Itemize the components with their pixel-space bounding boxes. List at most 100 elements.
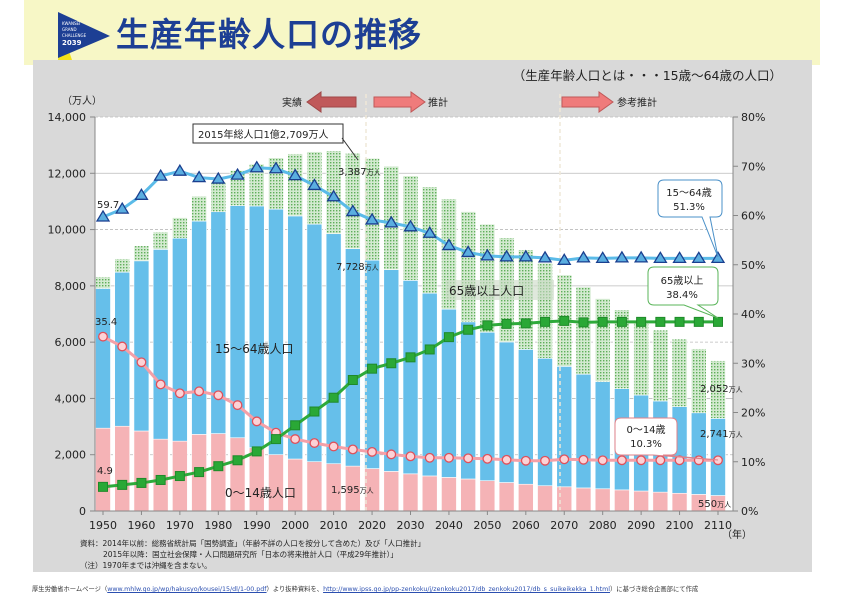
header-band xyxy=(24,0,820,65)
bar-0-14 xyxy=(498,482,515,512)
phase-reference-label: 参考推計 xyxy=(617,96,657,109)
bar-0-14 xyxy=(421,475,438,512)
marker-square xyxy=(482,320,493,331)
marker-triangle xyxy=(557,253,572,265)
x-tick-label: 2070 xyxy=(550,519,578,532)
bar-65plus xyxy=(479,223,496,333)
bar-15-64 xyxy=(306,223,323,462)
chart-subtitle: （生産年齢人口とは・・・15歳～64歳の人口） xyxy=(513,68,782,83)
marker-triangle xyxy=(115,201,130,214)
marker-square xyxy=(174,471,185,482)
x-tick-label: 1990 xyxy=(243,519,271,532)
bar-0-14 xyxy=(248,447,265,512)
bar-15-64 xyxy=(172,237,188,442)
svg-text:65歳以上: 65歳以上 xyxy=(661,275,704,287)
marker-square xyxy=(98,481,108,492)
bar-15-64 xyxy=(594,381,611,490)
svg-text:10.3%: 10.3% xyxy=(630,439,662,450)
marker-square xyxy=(309,406,320,417)
value-15-64-2110: 2,741万人 xyxy=(700,429,743,440)
x-tick-label: 1960 xyxy=(127,519,155,532)
bar-0-14 xyxy=(537,485,553,512)
bar-15-64 xyxy=(345,248,361,467)
bar-65plus xyxy=(537,262,553,359)
bar-0-14 xyxy=(671,492,688,512)
marker-square xyxy=(674,316,685,327)
bar-0-14 xyxy=(306,461,323,512)
marker-circle xyxy=(117,341,128,352)
marker-circle xyxy=(174,388,185,399)
page-title: 生産年齢人口の推移 xyxy=(116,15,422,54)
x-tick-label: 2100 xyxy=(666,519,694,532)
marker-triangle xyxy=(249,160,264,173)
bar-15-64 xyxy=(556,366,573,488)
bar-0-14 xyxy=(229,437,246,512)
marker-square xyxy=(251,446,262,457)
marker-square xyxy=(655,316,666,327)
bar-15-64 xyxy=(210,211,227,434)
bar-15-64 xyxy=(537,357,553,487)
marker-square xyxy=(367,363,378,374)
marker-circle xyxy=(520,455,531,466)
marker-triangle xyxy=(691,251,706,263)
svg-text:2015年総人口1億2,709万人: 2015年総人口1億2,709万人 xyxy=(198,128,328,141)
svg-text:51.3%: 51.3% xyxy=(673,202,705,213)
marker-circle xyxy=(424,452,435,463)
marker-triangle xyxy=(403,219,418,232)
bar-0-14 xyxy=(287,458,303,512)
marker-square xyxy=(290,420,301,431)
y2-tick-label: 0% xyxy=(741,505,758,518)
marker-circle xyxy=(386,449,397,460)
y-tick-label: 10,000 xyxy=(48,224,87,237)
marker-square xyxy=(443,332,454,343)
x-axis-unit: （年） xyxy=(722,528,752,541)
source-note-1: 資料：2014年以前：総務省統計局「国勢調査」（年齢不詳の人口を按分して含めた）… xyxy=(80,538,425,548)
marker-circle xyxy=(674,455,685,466)
marker-triangle xyxy=(211,171,226,184)
bar-15-64 xyxy=(402,280,419,475)
y2-tick-label: 20% xyxy=(741,407,765,420)
marker-square xyxy=(463,324,474,335)
marker-circle xyxy=(443,452,454,463)
marker-triangle xyxy=(268,161,284,174)
ipss-link[interactable]: http://www.ipss.go.jp/pp-zenkoku/j/zenko… xyxy=(323,586,610,593)
marker-triangle xyxy=(422,225,437,238)
arrow-right-icon xyxy=(373,91,426,113)
bar-0-14 xyxy=(556,486,573,512)
bar-15-64 xyxy=(268,208,284,455)
marker-square xyxy=(386,358,397,369)
callout-15-64: 15～64歳 51.3% xyxy=(657,179,723,258)
bar-0-14 xyxy=(210,433,227,512)
x-tick-label: 1980 xyxy=(204,519,232,532)
bar-15-64 xyxy=(152,249,169,440)
bar-0-14 xyxy=(594,488,611,512)
marker-circle xyxy=(136,357,147,368)
x-tick-label: 2080 xyxy=(589,519,617,532)
phase-actual-label: 実績 xyxy=(282,96,302,109)
marker-triangle xyxy=(499,249,514,262)
bar-0-14 xyxy=(652,491,669,512)
source-note-3: （注）1970年までは沖縄を含まない。 xyxy=(80,560,212,570)
marker-triangle xyxy=(614,250,630,263)
marker-circle xyxy=(98,331,108,342)
svg-text:2039: 2039 xyxy=(62,39,82,47)
marker-square xyxy=(405,352,416,363)
bar-0-14 xyxy=(518,483,534,512)
x-tick-label: 2060 xyxy=(512,519,540,532)
bar-0-14 xyxy=(614,489,630,512)
marker-triangle xyxy=(518,249,533,262)
bar-65plus xyxy=(114,258,131,273)
mhlw-link[interactable]: www.mhlw.go.jp/wp/hakusyo/kousei/15/dl/1… xyxy=(107,586,267,593)
y-tick-label: 2,000 xyxy=(55,449,87,462)
marker-triangle xyxy=(653,251,668,263)
y2-tick-label: 60% xyxy=(741,210,765,223)
marker-triangle xyxy=(172,163,188,176)
marker-triangle xyxy=(345,204,360,217)
y-tick-label: 12,000 xyxy=(48,167,87,180)
bar-65plus xyxy=(95,276,111,289)
marker-circle xyxy=(347,444,358,455)
y-tick-label: 8,000 xyxy=(55,280,87,293)
marker-circle xyxy=(213,390,224,401)
kwansei-logo: KWANSEI GRAND CHALLENGE 2039 xyxy=(58,12,110,60)
series-label-0-14: 0～14歳人口 xyxy=(225,486,296,500)
